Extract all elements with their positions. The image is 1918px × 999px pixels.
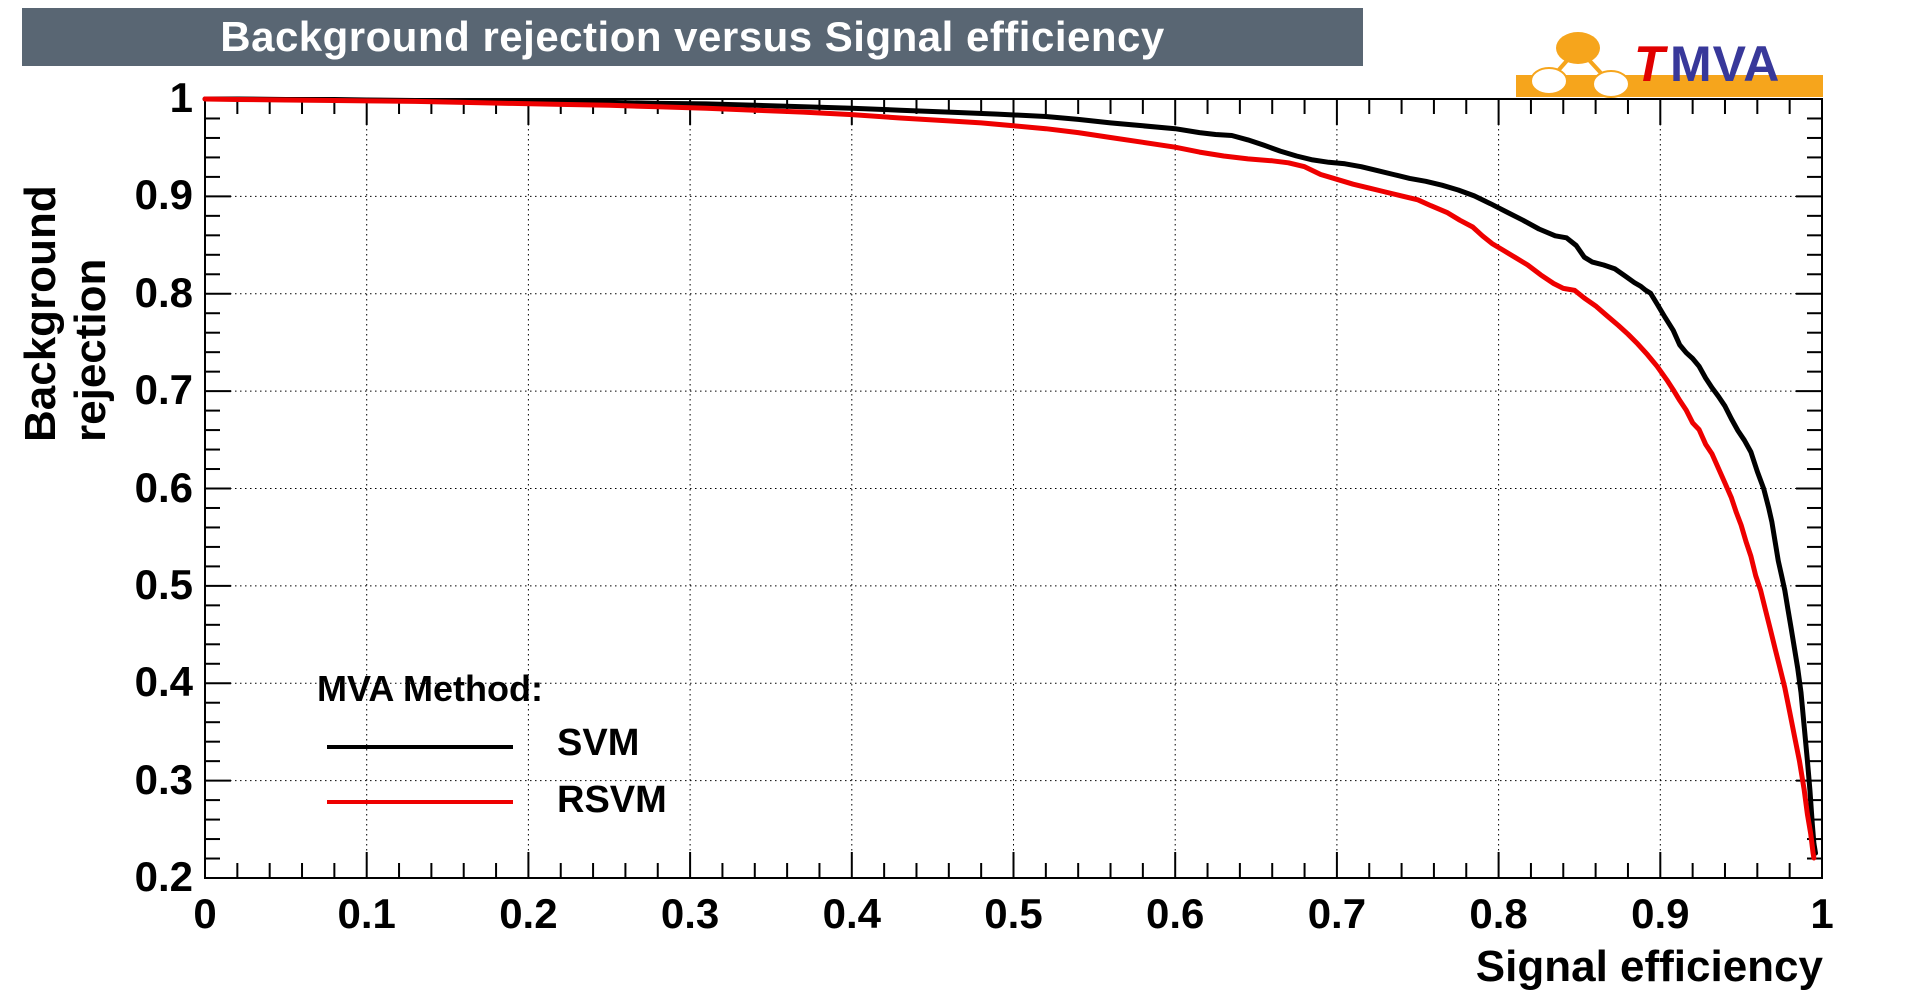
x-tick-label: 0.2 bbox=[499, 890, 558, 937]
y-tick-label: 0.3 bbox=[134, 755, 193, 803]
x-tick-label: 0.1 bbox=[337, 890, 396, 937]
y-tick-label: 0.9 bbox=[134, 171, 193, 219]
y-tick-label: 0.6 bbox=[134, 463, 193, 511]
x-tick-label: 0.6 bbox=[1145, 890, 1205, 937]
y-tick-label: 0.4 bbox=[134, 658, 193, 706]
plot-title: Background rejection versus Signal effic… bbox=[220, 13, 1165, 60]
y-tick-label: 0.7 bbox=[134, 366, 193, 414]
tmva-logo-graphic bbox=[1516, 32, 1823, 98]
x-tick-label: 0.3 bbox=[660, 890, 720, 937]
logo-letters-mva: MVA bbox=[1670, 36, 1781, 92]
logo-letter-t: T bbox=[1634, 36, 1665, 92]
y-tick-label: 0.8 bbox=[134, 268, 193, 316]
legend-line-svm bbox=[327, 745, 513, 749]
plot-frame bbox=[204, 98, 1823, 879]
legend-label-rsvm: RSVM bbox=[557, 779, 667, 821]
x-tick-label: 0 bbox=[193, 890, 217, 937]
x-axis-title: Signal efficiency bbox=[1475, 942, 1823, 991]
logo-node-right bbox=[1592, 70, 1630, 98]
legend-heading: MVA Method: bbox=[317, 668, 543, 709]
roc-curve-rsvm bbox=[202, 96, 1817, 861]
x-tick-label: 0.9 bbox=[1631, 890, 1690, 937]
y-tick-label: 0.5 bbox=[134, 560, 193, 608]
plot-title-bar: Background rejection versus Signal effic… bbox=[22, 8, 1363, 66]
x-tick-label: 0.7 bbox=[1307, 890, 1367, 937]
roc-curve-svm bbox=[202, 96, 1818, 856]
logo-node-top bbox=[1556, 32, 1600, 64]
y-tick-label: 0.2 bbox=[134, 853, 193, 900]
legend-line-rsvm bbox=[327, 800, 513, 804]
x-tick-label: 0.5 bbox=[984, 890, 1043, 937]
x-tick-label: 0.4 bbox=[822, 890, 881, 937]
legend-label-svm: SVM bbox=[557, 722, 640, 764]
x-tick-label: 1 bbox=[1810, 890, 1834, 937]
y-tick-label: 1 bbox=[169, 74, 193, 121]
x-tick-label: 0.8 bbox=[1469, 890, 1528, 937]
logo-node-left bbox=[1530, 67, 1568, 95]
